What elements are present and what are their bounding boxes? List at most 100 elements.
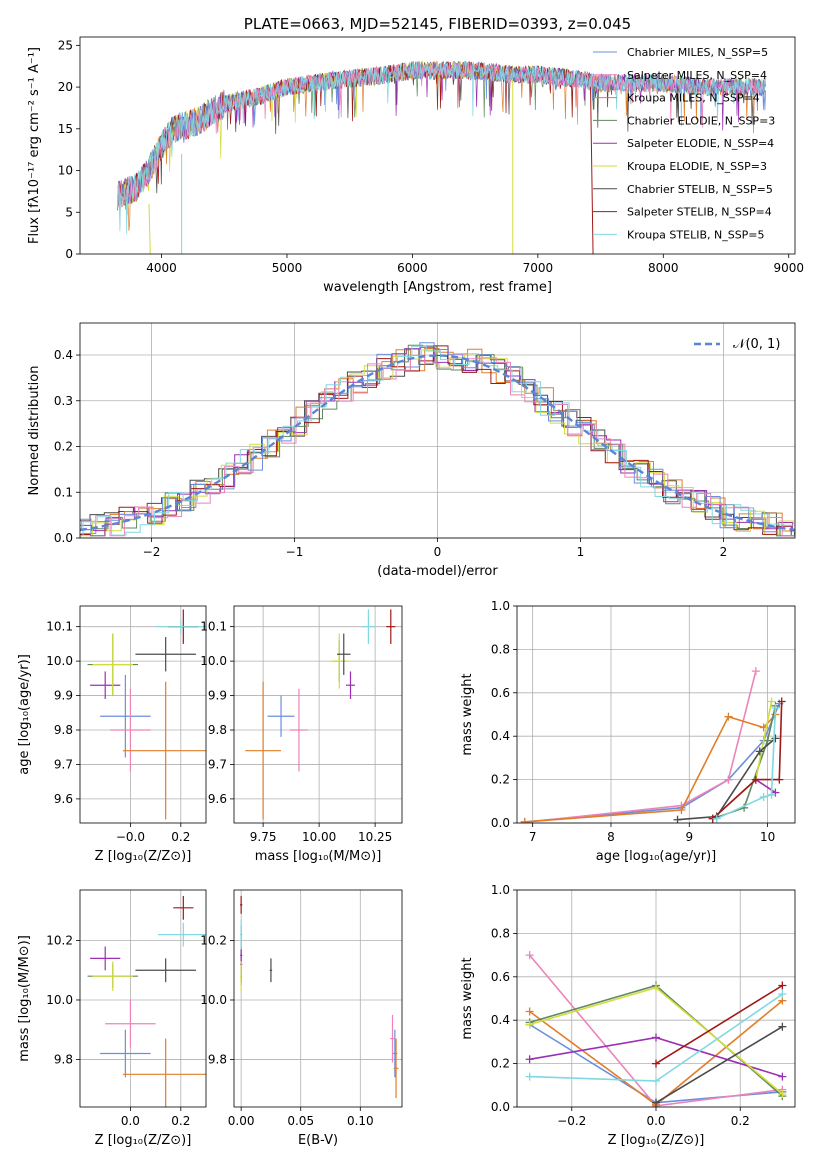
x-tick-label: −1 [286, 545, 304, 559]
weight-marker [778, 1072, 787, 1081]
y-tick-label: 0.4 [491, 1013, 510, 1027]
x-tick-label: 2 [720, 545, 728, 559]
x-axis-label: wavelength [Angstrom, rest frame] [323, 280, 552, 295]
y-tick-label: 1.0 [491, 599, 510, 613]
y-tick-label: 0.3 [54, 394, 73, 408]
y-tick-label: 5 [65, 205, 73, 219]
x-axis-label: (data-model)/error [377, 564, 498, 579]
x-tick-label: 0.10 [347, 1114, 374, 1128]
y-tick-label: 10.0 [200, 654, 227, 668]
y-tick-label: 0.2 [491, 773, 510, 787]
x-axis-label: E(B-V) [298, 1133, 338, 1148]
weight-marker [755, 747, 764, 756]
x-tick-label: 0.2 [171, 1114, 190, 1128]
gridlines-2 [80, 606, 206, 823]
y-tick-label: 0.6 [491, 686, 510, 700]
x-tick-label: 0 [434, 545, 442, 559]
spectrum-series-8 [117, 60, 766, 235]
x-tick-label: 7000 [523, 261, 554, 275]
y-tick-label: 10.2 [46, 934, 73, 948]
y-tick-label: 10.2 [200, 934, 227, 948]
spectrum-drop [590, 87, 594, 254]
weight-marker [724, 712, 733, 721]
axes-frame-1 [79, 322, 796, 539]
y-tick-label: 0.4 [491, 729, 510, 743]
weight-marker [677, 805, 686, 814]
weight-marker [751, 775, 760, 784]
legend-entry: Salpeter MILES, N_SSP=4 [627, 69, 767, 82]
weight-line-7 [655, 984, 783, 1065]
weight-line-5 [712, 701, 773, 820]
spectrum-drop [148, 203, 151, 254]
x-tick-label: 4000 [146, 261, 177, 275]
y-tick-label: 10.0 [200, 993, 227, 1007]
y-tick-label: 10 [58, 164, 73, 178]
axes-frame-6 [233, 889, 403, 1108]
y-tick-label: 0.8 [491, 642, 510, 656]
axes-3: 9.75 10.00 10.25 9.6 9.7 9.8 9.9 10.0 10.1 mass [… [200, 606, 402, 864]
weight-marker [763, 736, 772, 745]
weight-marker [777, 697, 786, 706]
x-tick-label: 10.25 [358, 830, 392, 844]
y-tick-label: 9.6 [208, 792, 227, 806]
weight-line-7 [712, 701, 783, 820]
y-tick-label: 10.0 [46, 654, 73, 668]
y-tick-label: 0.8 [491, 926, 510, 940]
x-tick-label: 9 [685, 830, 693, 844]
axes-frame-2 [79, 605, 207, 824]
x-tick-label: −0.0 [116, 830, 145, 844]
y-tick-label: 0.6 [491, 970, 510, 984]
weight-line-4 [712, 778, 776, 820]
axes-2: −0.0 0.2 9.6 9.7 9.8 9.9 10.0 10.1 Z [log₁₀(Z/Z⊙… [46, 606, 206, 864]
y-axis-label: mass weight [460, 957, 475, 1039]
y-tick-label: 9.9 [208, 689, 227, 703]
histogram-series-2 [80, 348, 795, 537]
y-tick-label: 9.8 [208, 1052, 227, 1066]
weight-lines-7 [525, 951, 787, 1107]
weight-marker [767, 790, 776, 799]
legend: Chabrier MILES, N_SSP=5 Salpeter MILES, N… [593, 46, 775, 241]
y-tick-label: 9.8 [208, 723, 227, 737]
x-tick-label: 10 [760, 830, 775, 844]
weight-marker [751, 667, 760, 676]
error-bars-5 [87, 895, 206, 1107]
x-tick-label: 6000 [397, 261, 428, 275]
axes-frame-0 [79, 36, 796, 255]
x-tick-label: 0.0 [646, 1114, 665, 1128]
axes-4: 7 8 9 10 0.0 0.2 0.4 0.6 0.8 1.0 age [log₁₀(age/yr… [491, 599, 795, 864]
y-tick-label: 10.1 [200, 620, 227, 634]
y-tick-label: 10.0 [46, 993, 73, 1007]
y-axis-label: Normed distribution [27, 366, 42, 496]
weight-marker [778, 1089, 787, 1098]
legend-entry: Chabrier STELIB, N_SSP=5 [627, 183, 773, 196]
gridlines-7 [517, 889, 795, 1108]
weight-marker [767, 697, 776, 706]
x-tick-label: 5000 [272, 261, 303, 275]
spectrum-series-4 [117, 60, 766, 209]
weight-marker [652, 1033, 660, 1042]
weight-marker [775, 775, 784, 784]
weight-marker [771, 734, 780, 743]
weight-marker [778, 981, 787, 990]
weight-line-8 [716, 707, 777, 820]
weight-marker [525, 1020, 534, 1029]
axes-frame-3 [233, 605, 403, 824]
error-bars-3 [245, 609, 396, 820]
y-tick-label: 9.8 [54, 1052, 73, 1066]
y-tick-label: 9.7 [54, 757, 73, 771]
gridlines-4 [517, 605, 795, 824]
weight-marker [525, 1055, 534, 1064]
weight-marker [525, 1007, 534, 1016]
y-axis-label: mass weight [460, 673, 475, 755]
x-axis-label: age [log₁₀(age/yr)] [596, 849, 717, 864]
weight-line-1 [524, 670, 757, 823]
x-tick-label: 0.00 [228, 1114, 255, 1128]
y-tick-label: 0 [65, 247, 73, 261]
axes-0: 4000 5000 6000 7000 8000 9000 0 5 10 15 20 25 wavele… [58, 38, 804, 295]
y-tick-label: 0.4 [54, 348, 73, 362]
histograms [80, 342, 795, 537]
gridlines-6 [234, 890, 402, 1107]
y-tick-label: 20 [58, 80, 73, 94]
normal-curve [80, 354, 795, 532]
